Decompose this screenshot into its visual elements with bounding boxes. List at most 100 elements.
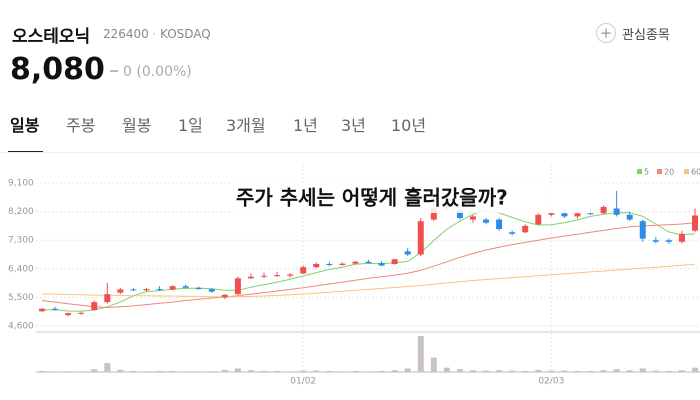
tab[interactable]: 3년 (341, 116, 366, 135)
market: KOSDAQ (160, 27, 211, 41)
volume-bar (652, 370, 659, 372)
candle-body (613, 208, 620, 215)
candle-body (208, 289, 215, 292)
volume-bar (678, 370, 685, 372)
candle-body (365, 261, 372, 264)
candle-body (52, 308, 59, 310)
candle-body (574, 213, 581, 217)
candle-body (261, 275, 268, 277)
volume-bar (496, 370, 503, 372)
candle-body (496, 219, 503, 230)
candle-body (156, 289, 163, 291)
volume-bar (143, 371, 150, 372)
volume-bar (300, 370, 307, 372)
legend-swatch (637, 169, 642, 174)
volume-bar (561, 370, 568, 372)
volume-bar (339, 371, 346, 372)
candle-body (456, 210, 463, 218)
tab[interactable]: 10년 (391, 116, 427, 135)
candle-body (391, 259, 398, 264)
volume-bar (313, 370, 320, 372)
volume-bar (430, 357, 437, 372)
candle-body (130, 289, 137, 291)
volume-bar (326, 370, 333, 372)
volume-bar (365, 371, 372, 372)
divider (0, 152, 700, 153)
candle-body (274, 275, 281, 277)
candle-body (169, 286, 176, 290)
tab[interactable]: 1일 (178, 116, 203, 135)
candle-body (78, 312, 85, 314)
volume-bar (469, 370, 476, 372)
volume-bar (692, 367, 698, 372)
candle-body (352, 261, 359, 264)
y-tick-label: 8,200 (8, 207, 34, 217)
tab[interactable]: 3개월 (226, 116, 266, 135)
volume-bar (378, 370, 385, 372)
candle-body (535, 214, 542, 225)
volume-bar (587, 370, 594, 372)
volume-bar (274, 370, 281, 372)
volume-bar (600, 370, 607, 372)
candle-body (626, 214, 633, 220)
volume-bar (234, 368, 241, 372)
candle-body (339, 263, 346, 265)
candle-body (483, 219, 490, 223)
x-tick-label: 02/03 (538, 377, 564, 387)
candle-body (143, 289, 150, 291)
volume-bar (104, 363, 111, 372)
change: 0 (0.00%) (123, 64, 192, 80)
tab[interactable]: 1년 (293, 116, 318, 135)
tab[interactable]: 주봉 (66, 116, 96, 135)
candle-body (234, 278, 241, 295)
candle-body (587, 213, 594, 215)
volume-bar (39, 370, 45, 372)
candle-body (378, 263, 385, 266)
volume-bar (639, 368, 646, 372)
ma-line (42, 263, 696, 298)
volume-bar (195, 371, 202, 372)
legend-label: 20 (664, 168, 674, 177)
flat-icon (110, 70, 118, 72)
volume-bar (404, 368, 411, 372)
tab[interactable]: 월봉 (122, 116, 152, 135)
volume-bar (417, 336, 424, 372)
candle-body (639, 221, 646, 239)
tab[interactable]: 일봉 (10, 116, 40, 135)
candle-body (247, 276, 254, 279)
candle-body (221, 294, 228, 298)
volume-bar (208, 371, 215, 372)
candle-body (600, 206, 607, 214)
y-tick-label: 9,100 (8, 179, 34, 189)
candle-body (104, 294, 111, 303)
volume-bar (574, 370, 581, 372)
volume-bar (509, 370, 516, 372)
volume-bar (247, 370, 254, 372)
candle-body (522, 225, 529, 233)
candle-body (665, 240, 672, 242)
add-icon[interactable]: + (596, 23, 616, 43)
candle-body (182, 286, 189, 288)
volume-bar (169, 370, 176, 372)
watchlist-button[interactable]: 관심종목 (622, 28, 670, 43)
y-tick-label: 4,600 (8, 321, 34, 331)
volume-bar (626, 370, 633, 372)
price: 8,080 (10, 52, 105, 87)
volume-bar (130, 370, 137, 372)
volume-bar (117, 369, 124, 372)
candle-body (561, 213, 568, 217)
legend-label: 5 (644, 168, 649, 177)
candle-body (678, 233, 685, 242)
volume-bar (665, 370, 672, 372)
volume-bar (391, 370, 398, 372)
volume-bar (221, 369, 228, 372)
candle-body (652, 240, 659, 242)
candle-body (300, 267, 307, 274)
volume-bar (522, 370, 529, 372)
ma-line (41, 222, 696, 309)
candle-body (692, 215, 698, 231)
volume-bar (613, 369, 620, 372)
candle-body (509, 232, 516, 234)
separator: · (152, 27, 156, 41)
